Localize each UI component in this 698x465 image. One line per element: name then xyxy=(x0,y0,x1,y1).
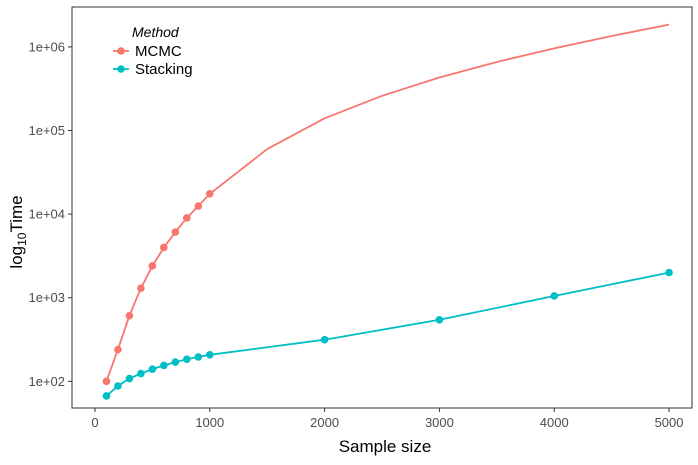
legend-key-stacking-point xyxy=(117,65,125,73)
series-layer xyxy=(102,23,673,400)
x-tick-label: 1000 xyxy=(195,415,224,430)
x-axis-title: Sample size xyxy=(339,437,432,456)
legend-label-mcmc: MCMC xyxy=(135,43,182,60)
stacking-point xyxy=(125,374,134,383)
stacking-point xyxy=(137,369,145,378)
x-tick-label: 3000 xyxy=(425,415,454,430)
mcmc-line xyxy=(105,23,670,382)
y-axis-title-rest: Time xyxy=(7,195,26,232)
x-tick-label: 2000 xyxy=(310,415,339,430)
mcmc-point xyxy=(137,284,145,293)
stacking-point xyxy=(435,315,444,324)
y-tick-label: 1e+03 xyxy=(28,290,65,305)
mcmc-point xyxy=(205,189,214,198)
mcmc-point xyxy=(102,377,111,386)
mcmc-point xyxy=(114,345,122,354)
y-tick-label: 1e+02 xyxy=(28,374,65,389)
y-axis-title: log10Time xyxy=(7,195,29,268)
x-tick-label: 5000 xyxy=(655,415,684,430)
y-axis-title-subscript: 10 xyxy=(15,232,29,246)
legend-key-mcmc-point xyxy=(117,47,125,55)
plot-panel xyxy=(71,6,693,409)
y-axis-title-base: log xyxy=(7,246,26,269)
mcmc-point xyxy=(171,228,180,236)
stacking-point xyxy=(205,350,214,359)
stacking-point xyxy=(194,353,203,361)
mcmc-point xyxy=(160,243,168,252)
stacking-point xyxy=(550,292,559,300)
stacking-point xyxy=(183,355,191,364)
x-tick-label: 0 xyxy=(91,415,98,430)
legend-label-stacking: Stacking xyxy=(135,61,193,78)
legend-title: Method xyxy=(132,24,180,40)
y-axis: 1e+02 1e+03 1e+04 1e+05 1e+06 xyxy=(28,39,72,389)
stacking-point xyxy=(148,365,157,373)
mcmc-point xyxy=(148,262,157,270)
stacking-point xyxy=(320,335,329,344)
x-axis: 0 1000 2000 3000 4000 5000 xyxy=(91,408,683,430)
y-tick-label: 1e+06 xyxy=(28,39,65,54)
mcmc-point xyxy=(183,214,191,222)
y-tick-label: 1e+04 xyxy=(28,207,65,222)
y-tick-label: 1e+05 xyxy=(28,123,65,138)
stacking-point xyxy=(114,382,122,390)
stacking-point xyxy=(665,268,673,277)
stacking-point xyxy=(171,358,180,366)
mcmc-point xyxy=(125,311,134,320)
stacking-point xyxy=(102,392,111,400)
x-tick-label: 4000 xyxy=(540,415,569,430)
stacking-point xyxy=(160,361,168,370)
mcmc-point xyxy=(194,202,203,210)
